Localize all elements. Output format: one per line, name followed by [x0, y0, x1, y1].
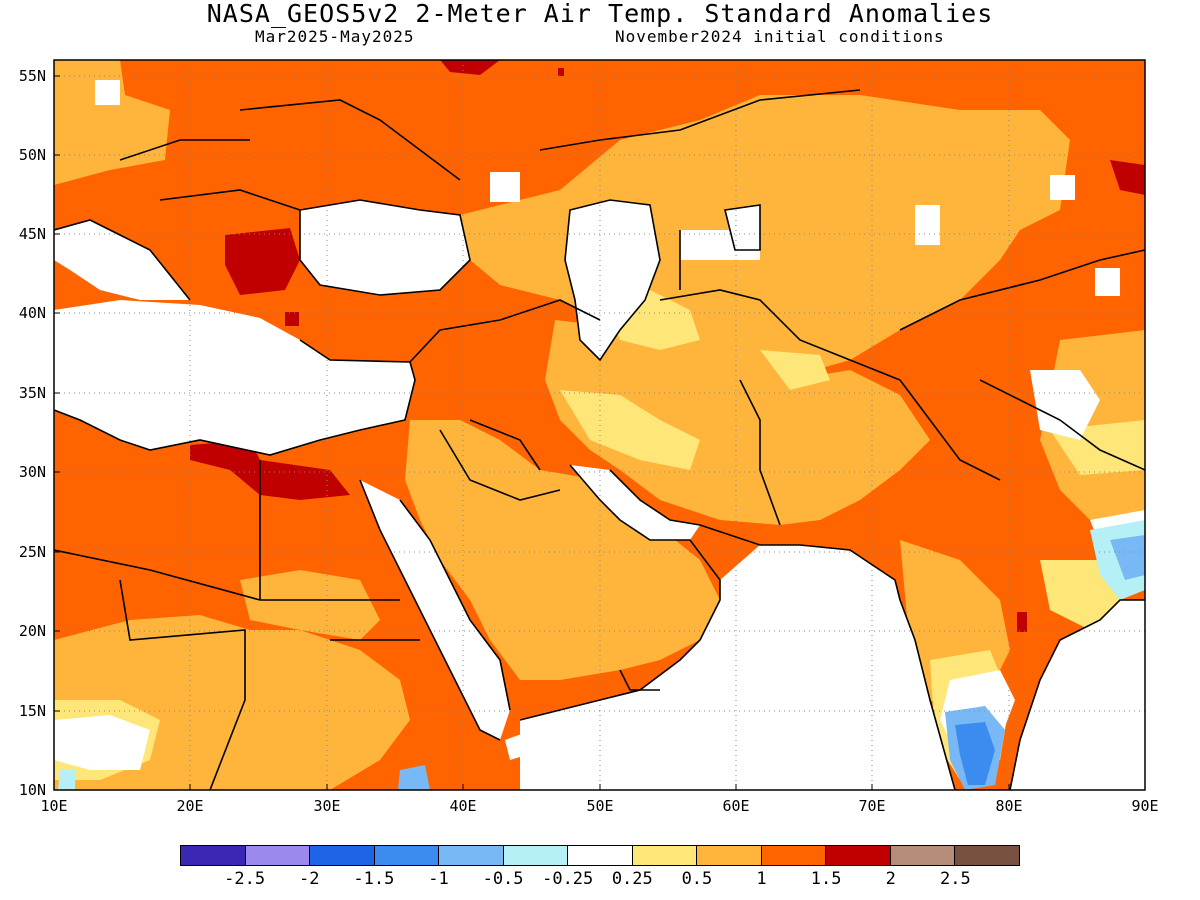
lon-label-80e: 80E: [995, 797, 1023, 815]
coastlines-and-borders: [54, 89, 1145, 790]
graticule: [54, 60, 1145, 790]
lon-label-60e: 60E: [722, 797, 750, 815]
color-scale-label: -2: [298, 869, 320, 889]
lon-label-50e: 50E: [586, 797, 614, 815]
color-scale-label: 2: [885, 869, 896, 889]
color-scale-swatch: [632, 846, 698, 865]
color-scale-swatch: [181, 846, 246, 865]
strong-anomaly-regions: [190, 60, 1145, 632]
color-scale-label: -1: [428, 869, 449, 889]
color-scale-label: -0.25: [542, 869, 594, 889]
lat-label-15n: 15N: [18, 702, 46, 720]
lon-label-20e: 20E: [176, 797, 204, 815]
lon-label-40e: 40E: [449, 797, 477, 815]
color-scale-swatch: [890, 846, 956, 865]
lat-label-55n: 55N: [18, 67, 46, 85]
lat-label-45n: 45N: [18, 225, 46, 243]
color-scale-swatch: [310, 846, 375, 865]
color-scale-label: 1.5: [810, 869, 842, 889]
lon-label-90e: 90E: [1131, 797, 1159, 815]
color-scale-swatch: [374, 846, 440, 865]
lat-label-50n: 50N: [18, 146, 46, 164]
color-scale-swatch: [503, 846, 569, 865]
lat-label-10n: 10N: [18, 781, 46, 799]
color-scale-swatch: [245, 846, 311, 865]
color-scale-swatch: [955, 846, 1019, 865]
lat-label-35n: 35N: [18, 384, 46, 402]
color-scale-label: 0.5: [681, 869, 713, 889]
initial-conditions: November2024 initial conditions: [615, 27, 945, 46]
forecast-period: Mar2025-May2025: [255, 27, 415, 46]
color-scale-swatch: [761, 846, 827, 865]
color-scale-swatch: [568, 846, 633, 865]
color-scale-label: 0.25: [611, 869, 653, 889]
lon-label-30e: 30E: [313, 797, 341, 815]
color-scale-label: -0.5: [482, 869, 524, 889]
color-scale-swatch: [826, 846, 891, 865]
lat-label-30n: 30N: [18, 463, 46, 481]
color-scale-label: -1.5: [353, 869, 395, 889]
lat-label-25n: 25N: [18, 543, 46, 561]
lat-label-40n: 40N: [18, 304, 46, 322]
chart-title: NASA_GEOS5v2 2-Meter Air Temp. Standard …: [206, 0, 994, 28]
water-bodies: [54, 200, 1145, 790]
color-scale-swatch: [697, 846, 762, 865]
color-scale-swatch: [439, 846, 504, 865]
axis-ticks: [54, 75, 1010, 790]
color-scale-label: -2.5: [224, 869, 266, 889]
color-scale-label: 2.5: [940, 869, 971, 889]
lon-label-10e: 10E: [40, 797, 68, 815]
lat-label-20n: 20N: [18, 622, 46, 640]
color-scale-bar: [180, 845, 1020, 866]
color-scale-label: 1: [756, 869, 767, 889]
negative-anomaly-regions: [58, 520, 1145, 790]
lon-label-70e: 70E: [858, 797, 886, 815]
